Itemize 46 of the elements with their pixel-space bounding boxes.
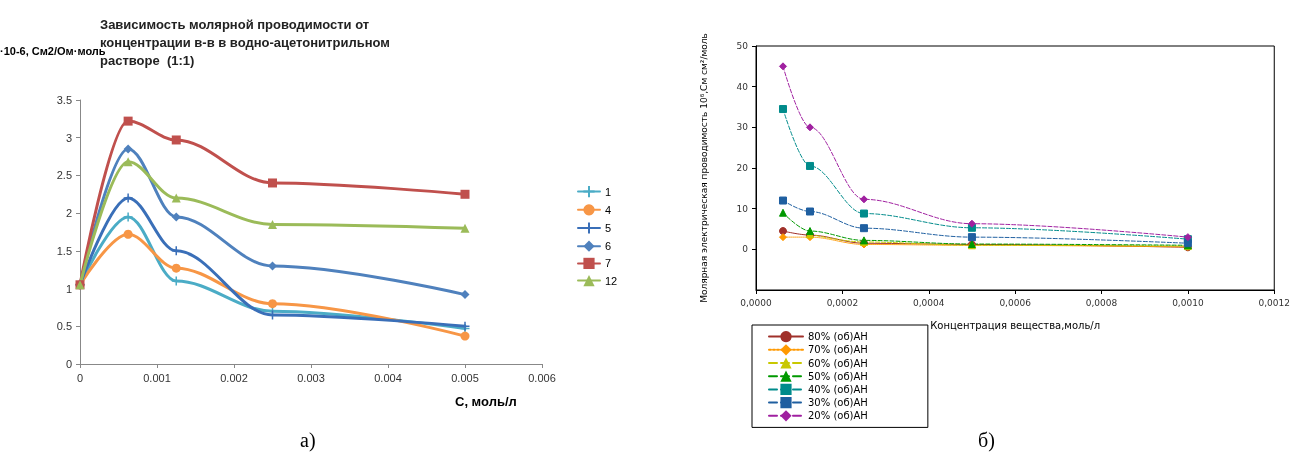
y-tick-label: 1.5 <box>56 244 72 257</box>
x-tick-label: 0.002 <box>220 371 248 384</box>
y-tick-label: 50 <box>736 41 749 51</box>
y-tick-label: 0.5 <box>56 320 72 333</box>
legend-label: 70% (об)АН <box>808 344 868 356</box>
legend-label: 20% (об)АН <box>808 410 868 422</box>
legend-label: 1 <box>605 185 612 198</box>
y-tick-label: 2.5 <box>56 169 72 182</box>
legend-label: 50% (об)АН <box>808 370 868 382</box>
text: б) <box>978 429 995 452</box>
legend-label: 4 <box>605 203 612 216</box>
x-tick-label: 0.001 <box>143 371 171 384</box>
y-tick-label: 40 <box>736 81 749 92</box>
x-tick-label: 0,0010 <box>1172 297 1204 308</box>
legend-label: 5 <box>605 222 612 234</box>
x-tick-label: 0,0002 <box>826 297 859 308</box>
y-axis-title: Молярная электрическая проводимость 10⁶,См см²/моль <box>698 33 709 303</box>
y-tick-label: 30 <box>736 122 749 133</box>
y-tick-label: 3.5 <box>56 94 72 106</box>
x-tick-label: 0,0000 <box>740 297 773 308</box>
y-tick-label: 10 <box>736 203 749 214</box>
legend-label: 40% (об)АН <box>808 383 868 395</box>
text: а) <box>300 429 316 452</box>
y-tick-label: 20 <box>736 163 749 173</box>
x-tick-label: 0,0004 <box>913 297 945 308</box>
y-tick-label: 0 <box>65 358 72 370</box>
x-tick-label: 0 <box>76 371 84 384</box>
y-tick-label: 0 <box>742 244 749 255</box>
x-tick-label: 0,0008 <box>1085 297 1118 308</box>
legend-label: 30% (об)АН <box>808 397 868 409</box>
legend-label: 12 <box>605 274 618 287</box>
x-tick-label: 0.003 <box>297 371 325 384</box>
x-tick-label: 0.006 <box>528 371 556 384</box>
legend-label: 80% (об)АН <box>808 331 868 343</box>
x-tick-label: 0.005 <box>451 371 479 384</box>
y-tick-label: 2 <box>65 207 72 220</box>
y-tick-label: 1 <box>65 282 72 295</box>
legend-label: 6 <box>605 240 612 253</box>
x-tick-label: 0,0006 <box>999 297 1032 308</box>
legend-label: 7 <box>605 257 612 270</box>
legend-label: 60% (об)АН <box>808 357 868 369</box>
x-tick-label: 0.004 <box>374 371 402 384</box>
x-tick-label: 0,0012 <box>1258 297 1290 308</box>
x-axis-title: С, моль/л <box>455 394 517 409</box>
x-axis-title: Концентрация вещества,моль/л <box>930 319 1101 331</box>
y-tick-label: 3 <box>65 131 72 144</box>
